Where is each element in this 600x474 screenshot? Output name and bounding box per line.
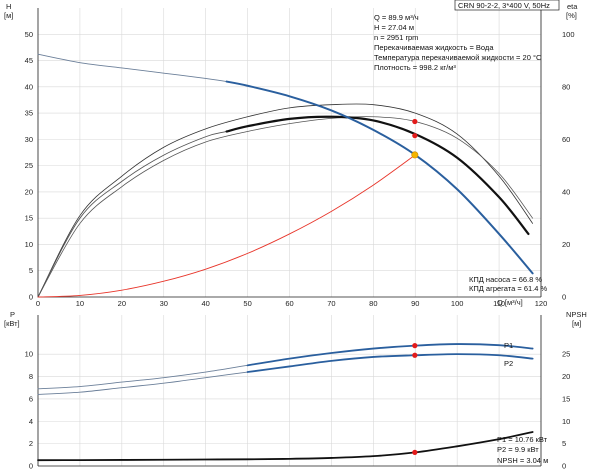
lower-y-right-tick-label: 15 xyxy=(562,394,570,403)
x-tick-label: 40 xyxy=(201,299,209,308)
x-tick-label: 30 xyxy=(160,299,168,308)
upper-y-tick-label: 30 xyxy=(25,135,33,144)
upper-y-tick-label: 25 xyxy=(25,161,33,170)
lower-y-right-tick-label: 20 xyxy=(562,372,570,381)
lower-ylabel-right: NPSH xyxy=(566,310,587,319)
unit-efficiency-label: КПД агрегата = 61.4 % xyxy=(469,284,547,293)
upper-xlabel: Q [м³/ч] xyxy=(497,298,523,307)
upper-y-right-tick-label: 100 xyxy=(562,30,575,39)
x-tick-label: 120 xyxy=(535,299,548,308)
curves xyxy=(37,53,534,462)
lower-y-tick-label: 4 xyxy=(29,417,33,426)
info-head: H = 27.04 м xyxy=(374,23,414,32)
upper-ylabel: H xyxy=(6,2,11,11)
efficiency-curve-thin-upper xyxy=(37,103,534,298)
upper-y-right-tick-label: 60 xyxy=(562,135,570,144)
upper-y-tick-label: 0 xyxy=(29,293,33,302)
upper-y-tick-label: 35 xyxy=(25,109,33,118)
p1-curve-bold xyxy=(246,343,534,367)
lower-y-right-tick-label: 0 xyxy=(562,462,566,471)
chart-title-box xyxy=(454,0,560,11)
upper-y-tick-label: 45 xyxy=(25,56,33,65)
upper-y-tick-label: 40 xyxy=(25,82,33,91)
x-tick-label: 10 xyxy=(76,299,84,308)
x-tick-label: 50 xyxy=(243,299,251,308)
lower-y-tick-label: 8 xyxy=(29,372,33,381)
info-speed: n = 2951 rpm xyxy=(374,33,418,42)
upper-y-right-tick-label: 40 xyxy=(562,187,570,196)
lower-ylabel-unit: [кВт] xyxy=(4,319,20,328)
system-curve xyxy=(37,154,416,298)
upper-tick-labels: 0 10 20 30 40 50 60 70 80 90 100 110 120 0 5 10 15 20 25 30… xyxy=(25,30,575,308)
upper-y-tick-label: 50 xyxy=(25,30,33,39)
info-flow: Q = 89.9 м³/ч xyxy=(374,13,419,22)
lower-y-tick-label: 10 xyxy=(25,350,33,359)
power-point-marker xyxy=(412,352,418,358)
lower-y-right-tick-label: 10 xyxy=(562,417,570,426)
upper-y-right-tick-label: 80 xyxy=(562,82,570,91)
upper-y-tick-label: 20 xyxy=(25,187,33,196)
p2-curve-label: P2 xyxy=(504,359,513,368)
p1-curve-label: P1 xyxy=(504,341,513,350)
x-tick-label: 110 xyxy=(493,299,505,308)
npsh-value-label: NPSH = 3.04 м xyxy=(497,456,548,465)
p2-value-label: P2 = 9.9 кВт xyxy=(497,445,539,454)
efficiency-curve-bold xyxy=(225,115,530,236)
p1-value-label: P1 = 10.76 кВт xyxy=(497,435,548,444)
markers xyxy=(411,118,419,455)
efficiency-point-marker xyxy=(412,133,418,139)
x-tick-label: 90 xyxy=(411,299,419,308)
upper-y-right-tick-label: 20 xyxy=(562,240,570,249)
lower-y-right-tick-label: 5 xyxy=(562,439,566,448)
x-tick-label: 100 xyxy=(451,299,464,308)
lower-y-right-tick-label: 25 xyxy=(562,350,570,359)
npsh-curve xyxy=(37,431,534,462)
upper-y-tick-label: 15 xyxy=(25,214,33,223)
info-liquid: Перекачиваемая жидкость = Вода xyxy=(374,43,494,52)
lower-tick-labels: 0 2 4 6 8 10 0 5 10 15 20 25 xyxy=(25,350,571,471)
p2-curve-bold xyxy=(246,353,534,373)
x-tick-label: 0 xyxy=(36,299,40,308)
lower-ylabel-right-unit: [м] xyxy=(572,319,581,328)
upper-ylabel-unit: [м] xyxy=(4,11,13,20)
npsh-point-marker xyxy=(412,449,418,455)
info-density: Плотность = 998.2 кг/м³ xyxy=(374,63,456,72)
upper-ylabel-right: eta xyxy=(567,2,578,11)
upper-y-tick-label: 10 xyxy=(25,240,33,249)
info-temperature: Температура перекачиваемой жидкости = 20… xyxy=(374,53,542,62)
chart-title: CRN 90-2-2, 3*400 V, 50Hz xyxy=(458,1,550,10)
x-tick-label: 70 xyxy=(327,299,335,308)
power-point-marker xyxy=(412,343,418,349)
x-tick-label: 20 xyxy=(118,299,126,308)
x-tick-label: 80 xyxy=(369,299,377,308)
lower-y-tick-label: 0 xyxy=(29,462,33,471)
lower-ylabel: P xyxy=(10,310,15,319)
lower-y-tick-label: 2 xyxy=(29,439,33,448)
efficiency-point-marker xyxy=(412,118,418,125)
upper-y-right-tick-label: 0 xyxy=(562,293,566,302)
head-curve-bold xyxy=(225,80,534,275)
upper-ylabel-right-unit: [%] xyxy=(566,11,577,20)
lower-y-tick-label: 6 xyxy=(29,394,33,403)
x-tick-label: 60 xyxy=(285,299,293,308)
operating-point-marker xyxy=(411,151,419,159)
efficiency-curve-thin-lower xyxy=(37,116,534,298)
upper-y-tick-label: 5 xyxy=(29,266,33,275)
pump-efficiency-label: КПД насоса = 66.8 % xyxy=(469,275,542,284)
